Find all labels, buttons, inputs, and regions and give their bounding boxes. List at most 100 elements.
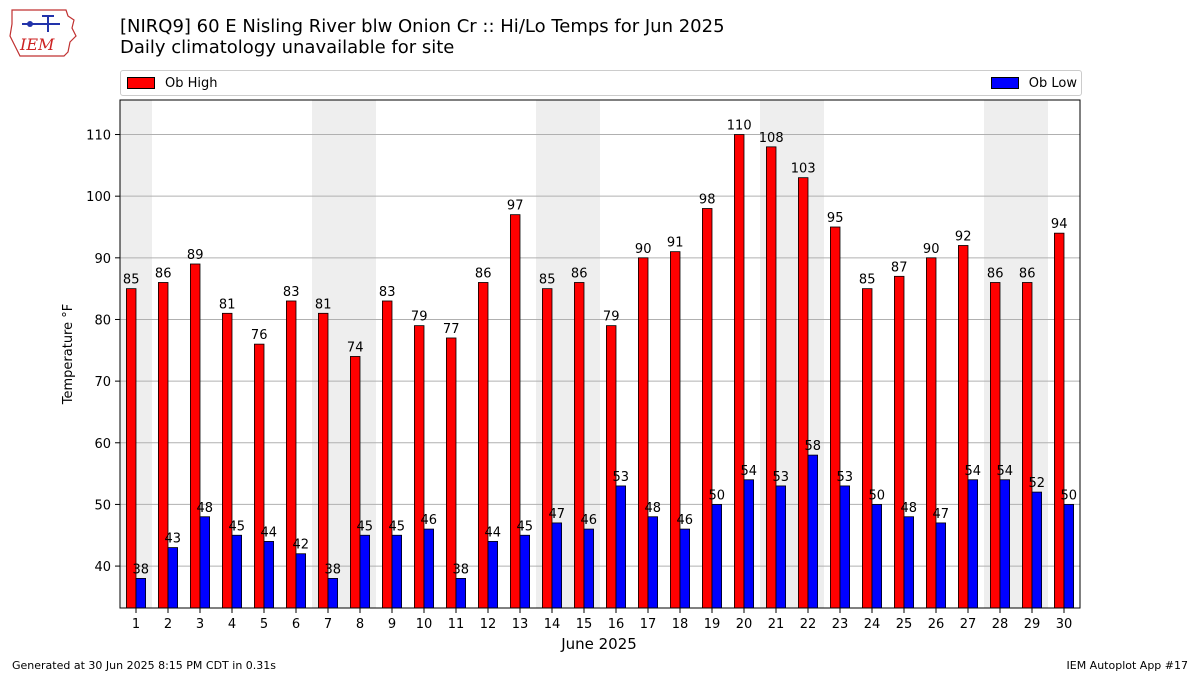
bar-label-high-3: 89 xyxy=(187,248,204,263)
bar-low-10 xyxy=(423,528,435,609)
x-tick-label-14: 14 xyxy=(544,617,561,632)
bar-label-high-29: 86 xyxy=(1019,266,1036,281)
bar-label-low-18: 46 xyxy=(677,513,694,528)
bar-low-21 xyxy=(775,485,787,609)
bar-label-low-25: 48 xyxy=(901,501,918,516)
footer-app: IEM Autoplot App #17 xyxy=(1066,659,1189,672)
bar-label-high-9: 83 xyxy=(379,285,396,300)
bar-label-low-19: 50 xyxy=(709,488,726,503)
bar-high-27 xyxy=(958,245,969,609)
bar-high-4 xyxy=(221,312,233,609)
bar-label-low-24: 50 xyxy=(869,488,886,503)
bar-low-4 xyxy=(231,534,243,609)
bar-low-24 xyxy=(871,504,883,609)
bar-low-11 xyxy=(455,578,467,609)
legend-label-low: Ob Low xyxy=(1028,75,1077,91)
y-tick-label-80: 80 xyxy=(94,313,111,328)
x-tick-label-29: 29 xyxy=(1024,617,1041,632)
title-line-2: Daily climatology unavailable for site xyxy=(120,37,455,58)
x-tick-label-10: 10 xyxy=(416,617,433,632)
bar-label-low-30: 50 xyxy=(1061,488,1078,503)
bar-high-8 xyxy=(349,356,361,609)
bar-label-high-17: 90 xyxy=(635,242,652,257)
bar-low-5 xyxy=(263,541,275,609)
iem-logo: IEM xyxy=(8,6,80,58)
bar-high-13 xyxy=(509,214,521,609)
title-line-1: [NIRQ9] 60 E Nisling River blw Onion Cr … xyxy=(120,16,725,37)
x-tick-label-30: 30 xyxy=(1056,617,1073,632)
x-tick-label-28: 28 xyxy=(992,617,1009,632)
bar-label-high-2: 86 xyxy=(155,266,172,281)
bar-label-low-26: 47 xyxy=(933,507,950,522)
x-tick-label-9: 9 xyxy=(388,617,396,632)
bar-label-low-8: 45 xyxy=(357,519,374,534)
bar-label-high-25: 87 xyxy=(891,260,908,275)
bar-low-9 xyxy=(391,534,403,609)
bar-high-5 xyxy=(253,343,265,609)
bar-label-low-13: 45 xyxy=(517,519,534,534)
bar-label-high-15: 86 xyxy=(571,266,588,281)
x-tick-label-5: 5 xyxy=(260,617,268,632)
bar-high-20 xyxy=(734,134,745,609)
logo-text: IEM xyxy=(19,35,55,54)
bar-label-high-8: 74 xyxy=(347,340,364,355)
bar-label-high-26: 90 xyxy=(923,242,940,257)
bar-label-high-4: 81 xyxy=(219,297,236,312)
bar-low-13 xyxy=(519,534,531,609)
bar-low-18 xyxy=(679,528,691,609)
y-tick-label-90: 90 xyxy=(94,252,111,267)
bar-label-low-2: 43 xyxy=(165,532,182,547)
y-tick-label-50: 50 xyxy=(94,498,111,513)
bar-label-high-11: 77 xyxy=(443,322,460,337)
bar-high-15 xyxy=(574,282,585,609)
bar-low-15 xyxy=(583,528,595,609)
bar-label-low-29: 52 xyxy=(1029,476,1046,491)
bar-low-27 xyxy=(967,479,979,609)
bar-high-29 xyxy=(1022,282,1033,609)
x-tick-label-27: 27 xyxy=(960,617,977,632)
x-tick-label-7: 7 xyxy=(324,617,332,632)
legend-swatch-high xyxy=(127,77,155,89)
bar-high-25 xyxy=(894,275,905,609)
x-tick-label-22: 22 xyxy=(800,617,817,632)
bar-label-high-1: 85 xyxy=(123,273,140,288)
legend-item-low: Ob Low xyxy=(990,75,1077,91)
bar-label-low-20: 54 xyxy=(741,464,758,479)
bar-high-22 xyxy=(798,177,809,609)
bar-low-23 xyxy=(839,485,851,609)
x-tick-label-23: 23 xyxy=(832,617,849,632)
bar-high-23 xyxy=(830,226,841,609)
bar-label-low-4: 45 xyxy=(229,519,246,534)
bar-label-high-10: 79 xyxy=(411,310,428,325)
bar-label-low-22: 58 xyxy=(805,439,822,454)
bar-low-6 xyxy=(295,553,307,609)
bar-label-low-16: 53 xyxy=(613,470,630,485)
bar-high-26 xyxy=(926,257,937,609)
bar-label-low-17: 48 xyxy=(645,501,662,516)
bar-high-28 xyxy=(990,282,1001,609)
bar-label-low-27: 54 xyxy=(965,464,982,479)
y-tick-label-100: 100 xyxy=(86,190,111,205)
legend: Ob High Ob Low xyxy=(120,70,1082,96)
legend-label-high: Ob High xyxy=(165,75,218,91)
bar-low-29 xyxy=(1031,491,1043,609)
x-tick-label-4: 4 xyxy=(228,617,236,632)
x-tick-label-16: 16 xyxy=(608,617,625,632)
bar-label-high-22: 103 xyxy=(791,162,816,177)
x-tick-label-2: 2 xyxy=(164,617,172,632)
bar-label-low-12: 44 xyxy=(485,525,502,540)
bar-label-high-27: 92 xyxy=(955,229,972,244)
x-tick-label-8: 8 xyxy=(356,617,364,632)
bar-low-28 xyxy=(999,479,1011,609)
bar-label-high-20: 110 xyxy=(727,119,752,134)
x-tick-label-11: 11 xyxy=(448,617,465,632)
bar-low-16 xyxy=(615,485,627,609)
chart-title: [NIRQ9] 60 E Nisling River blw Onion Cr … xyxy=(120,16,725,58)
bar-label-low-14: 47 xyxy=(549,507,566,522)
bar-label-low-7: 38 xyxy=(325,562,342,577)
bar-label-low-11: 38 xyxy=(453,562,470,577)
bar-label-low-6: 42 xyxy=(293,538,310,553)
bar-label-high-19: 98 xyxy=(699,193,716,208)
